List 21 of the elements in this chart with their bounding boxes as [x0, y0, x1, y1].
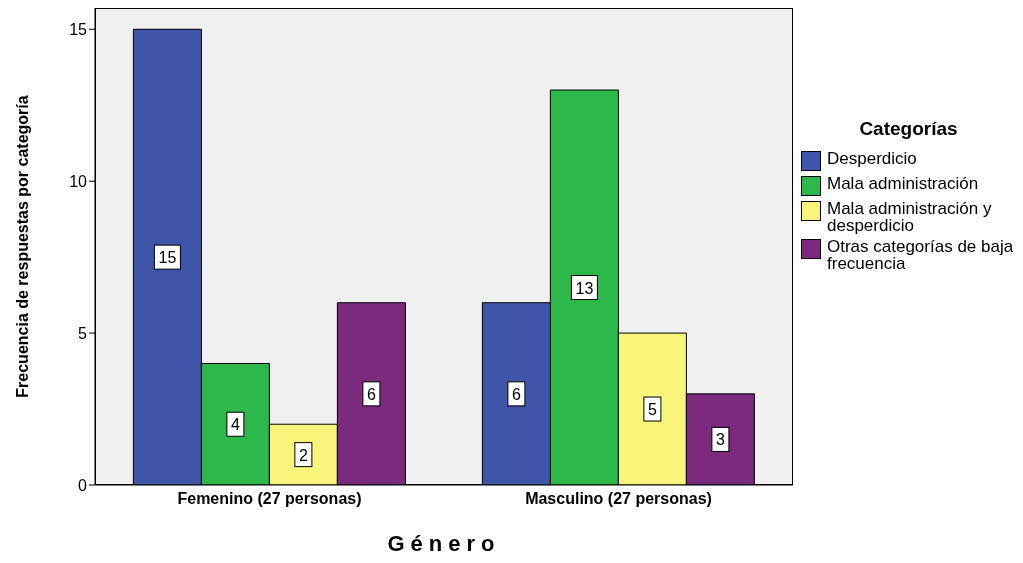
y-tick-label: 15 — [69, 20, 88, 38]
y-tick-label: 5 — [78, 324, 88, 342]
data-label: 15 — [158, 249, 177, 267]
y-tick-label: 10 — [69, 172, 88, 190]
legend-label: Desperdicio — [827, 149, 917, 168]
x-tick-label: Masculino (27 personas) — [525, 490, 712, 508]
data-label: 6 — [366, 385, 376, 403]
data-label: 3 — [715, 431, 725, 449]
data-label: 2 — [298, 446, 308, 464]
data-label: 4 — [230, 416, 240, 434]
data-label: 13 — [575, 279, 594, 297]
x-axis-title: Género — [387, 531, 501, 556]
x-tick-label: Femenino (27 personas) — [177, 490, 362, 508]
legend-title: Categorías — [858, 118, 959, 140]
data-label: 6 — [511, 385, 521, 403]
legend-label: Mala administración — [827, 174, 979, 193]
legend-label: Mala administración y desperdicio — [827, 199, 993, 235]
data-label: 5 — [647, 401, 657, 419]
legend-label: Otras categorías de baja frecuencia — [827, 237, 1015, 273]
y-tick-label: 0 — [78, 476, 88, 494]
y-axis-title: Frecuencia de respuestas por categoría — [13, 95, 31, 398]
